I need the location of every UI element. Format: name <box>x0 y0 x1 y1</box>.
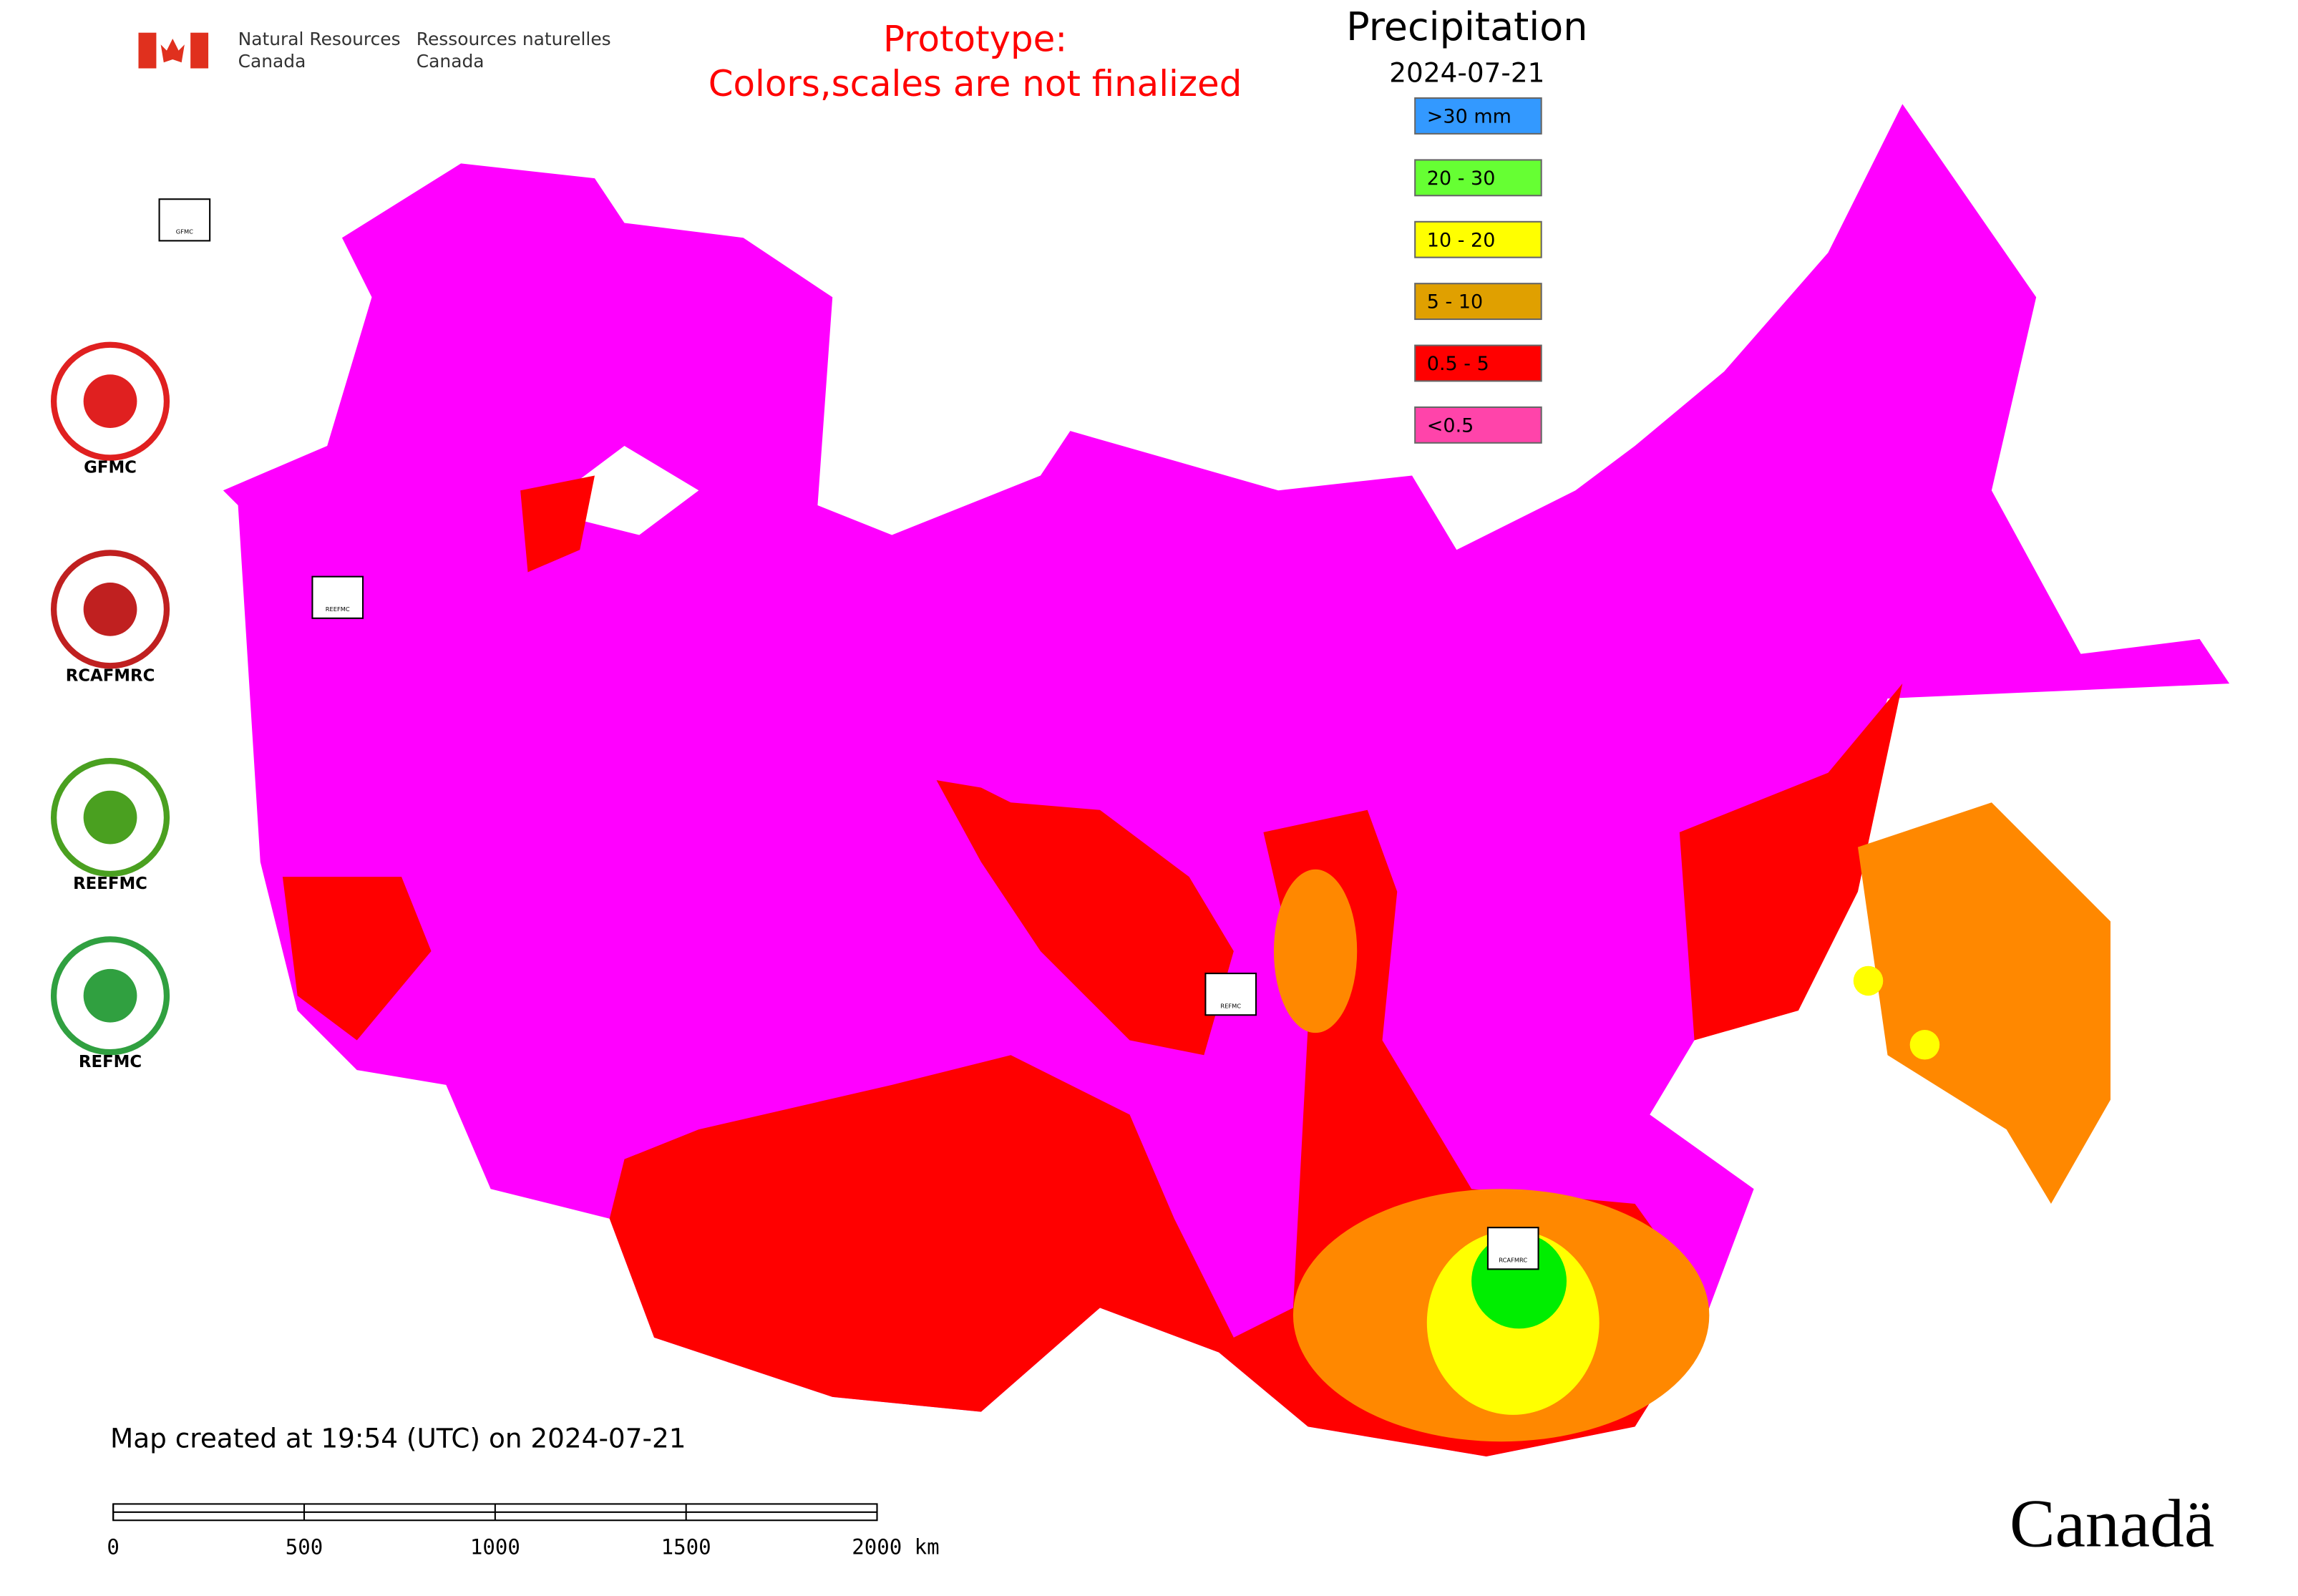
logo-label: RCAFMRC <box>66 666 155 685</box>
map-marker <box>158 198 211 242</box>
region-orange-east <box>1857 802 2110 1204</box>
region-red-east <box>1679 683 1903 1041</box>
legend-label: 0.5 - 5 <box>1427 353 1489 375</box>
legend: Precipitation 2024-07-21 >30 mm 20 - 30 10… <box>1346 4 1588 444</box>
region-yellow-east-2 <box>1909 1030 1940 1060</box>
logo-core <box>83 968 137 1023</box>
logo-label: REEFMC <box>73 875 147 893</box>
sea <box>565 445 699 535</box>
scale-label: 0 <box>107 1535 120 1559</box>
flag-bar <box>138 32 157 69</box>
legend-swatch <box>1414 344 1542 382</box>
legend-date: 2024-07-21 <box>1389 57 1544 88</box>
notice: Prototype: <box>883 19 1067 60</box>
map-marker <box>311 575 364 619</box>
maple-leaf <box>160 38 185 63</box>
legend-label: <0.5 <box>1427 414 1474 437</box>
scale-bar: 0 500 1000 1500 2000 km <box>107 1503 940 1559</box>
map-marker <box>1204 973 1257 1016</box>
map-marker-label: REEFMC <box>326 605 350 613</box>
logo-emblem <box>50 550 170 669</box>
agency-en: Canada <box>238 51 306 72</box>
agency-fr: Ressources naturelles <box>417 29 611 49</box>
created-note: Map created at 19:54 (UTC) on 2024-07-21 <box>110 1423 686 1454</box>
logo-label: GFMC <box>84 459 137 477</box>
map-labels: GFMC REEFMC REFMC RCAFMRC <box>158 198 1539 1270</box>
logo-core <box>83 790 137 845</box>
land-low-precip <box>223 104 2230 1456</box>
region-red-west <box>282 877 432 1041</box>
legend-swatch <box>1414 220 1542 258</box>
region-red-north <box>936 780 1234 1056</box>
legend-title: Precipitation <box>1346 4 1587 49</box>
map-marker <box>1486 1227 1539 1270</box>
scale-label: 1500 <box>661 1535 711 1559</box>
map-marker-label: RCAFMRC <box>1499 1256 1527 1263</box>
scale-label: 2000 km <box>852 1535 939 1559</box>
region-red-lake <box>520 475 595 573</box>
logo-emblem <box>50 936 170 1056</box>
legend-swatch <box>1414 159 1542 197</box>
agency-en: Natural Resources <box>238 29 401 49</box>
agency-fr: Canada <box>417 51 485 72</box>
legend-swatch <box>1414 97 1542 135</box>
map-marker-label: REFMC <box>1220 1002 1241 1009</box>
legend-swatch <box>1414 406 1542 444</box>
legend-label: 10 - 20 <box>1427 229 1496 251</box>
flag-bar <box>190 32 209 69</box>
logo-label: REFMC <box>79 1053 142 1071</box>
logo-core <box>83 374 137 429</box>
legend-label: >30 mm <box>1427 106 1511 128</box>
logo-core <box>83 582 137 636</box>
logos: GFMC RCAFMRC REEFMC REFMC <box>50 341 170 1071</box>
region-yellow-east <box>1853 965 1884 996</box>
notice: Colors,scales are not finalized <box>709 63 1242 104</box>
logo-emblem <box>50 758 170 877</box>
region-orange-spot <box>1273 869 1358 1033</box>
scale-label: 500 <box>286 1535 323 1559</box>
legend-swatch <box>1414 283 1542 321</box>
map <box>223 104 2230 1456</box>
header: Natural Resources Canada Ressources natu… <box>138 19 1242 104</box>
map-marker-label: GFMC <box>176 228 193 235</box>
scale-label: 1000 <box>470 1535 520 1559</box>
canada-wordmark: Canadä <box>2010 1486 2214 1562</box>
logo-emblem <box>50 341 170 461</box>
legend-label: 5 - 10 <box>1427 291 1483 313</box>
legend-label: 20 - 30 <box>1427 167 1496 190</box>
